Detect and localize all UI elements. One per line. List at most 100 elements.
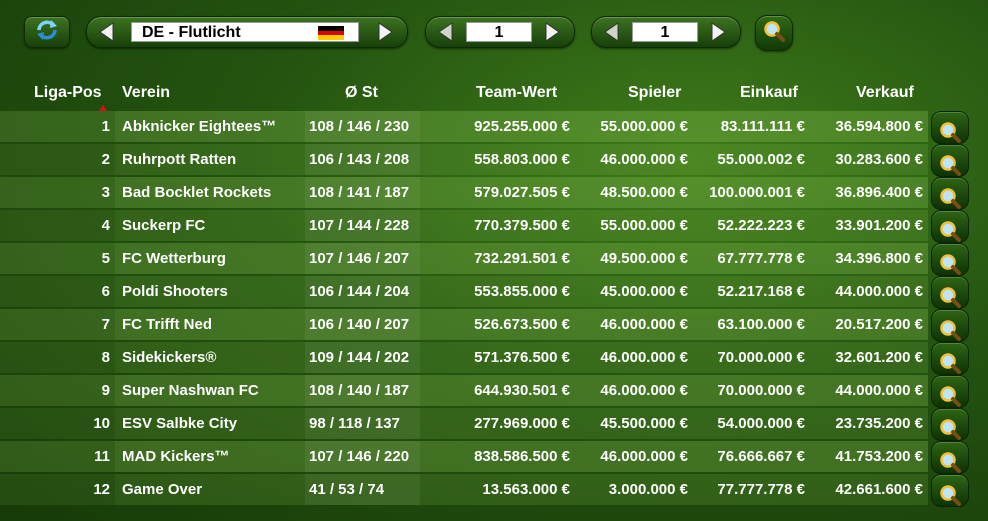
refresh-button[interactable]: [24, 16, 70, 48]
table-row[interactable]: 11 MAD Kickers™ 107 / 146 / 220 838.586.500…: [0, 440, 988, 474]
header-verein[interactable]: Verein: [122, 84, 171, 101]
row-sell: 41.753.200 €: [835, 448, 923, 465]
row-club[interactable]: Game Over: [122, 481, 203, 498]
header-spieler[interactable]: Spieler: [628, 84, 682, 101]
league-next-button[interactable]: [373, 20, 397, 44]
search-button[interactable]: [755, 15, 793, 51]
table-row[interactable]: 10 ESV Salbke City 98 / 118 / 137 277.969.0…: [0, 407, 988, 441]
row-pos-cell: [0, 408, 115, 439]
row-club[interactable]: Poldi Shooters: [122, 283, 228, 300]
header-team-wert[interactable]: Team-Wert: [476, 84, 558, 101]
row-st-cell: 41 / 53 / 74: [305, 474, 420, 505]
row-search-button[interactable]: [931, 309, 969, 342]
row-pos-cell: [0, 210, 115, 241]
spinner-a-next-button[interactable]: [540, 20, 564, 44]
table-row[interactable]: 6 Poldi Shooters 106 / 144 / 204 553.855.00…: [0, 275, 988, 309]
row-search-button[interactable]: [931, 243, 969, 276]
row-st: 106 / 143 / 208: [309, 151, 410, 168]
row-st-cell: 107 / 144 / 228: [305, 210, 420, 241]
row-search-button[interactable]: [931, 111, 969, 144]
header-liga-pos[interactable]: Liga-Pos: [34, 84, 102, 101]
league-name-field[interactable]: DE - Flutlicht: [131, 22, 359, 42]
row-players: 46.000.000 €: [600, 448, 688, 465]
table-row[interactable]: 7 FC Trifft Ned 106 / 140 / 207 526.673.500…: [0, 308, 988, 342]
row-club[interactable]: Suckerp FC: [122, 217, 206, 234]
row-st-cell: 108 / 141 / 187: [305, 177, 420, 208]
row-background: [115, 441, 928, 472]
row-pos-cell: [0, 474, 115, 505]
row-position: 6: [101, 283, 110, 300]
spinner-b-field[interactable]: 1: [632, 22, 698, 42]
magnifier-icon: [938, 153, 962, 177]
row-search-button[interactable]: [931, 144, 969, 177]
header-einkauf[interactable]: Einkauf: [740, 84, 798, 101]
magnifier-icon: [938, 384, 962, 408]
spinner-b-next-button[interactable]: [706, 20, 730, 44]
row-st-cell: 109 / 144 / 202: [305, 342, 420, 373]
row-players: 46.000.000 €: [600, 151, 688, 168]
row-club[interactable]: Sidekickers®: [122, 349, 217, 366]
row-background: [115, 177, 928, 208]
row-search-button[interactable]: [931, 408, 969, 441]
row-buy: 63.100.000 €: [717, 316, 805, 333]
row-background: [115, 309, 928, 340]
row-background: [115, 342, 928, 373]
row-buy: 77.777.778 €: [717, 481, 805, 498]
row-st-cell: 107 / 146 / 220: [305, 441, 420, 472]
row-club[interactable]: ESV Salbke City: [122, 415, 238, 432]
table-row[interactable]: 2 Ruhrpott Ratten 106 / 143 / 208 558.803.0…: [0, 143, 988, 177]
row-position: 2: [101, 151, 110, 168]
row-pos-cell: [0, 243, 115, 274]
row-club[interactable]: MAD Kickers™: [122, 448, 230, 465]
magnifier-icon: [938, 219, 962, 243]
row-team-value: 526.673.500 €: [474, 316, 570, 333]
spinner-a-field[interactable]: 1: [466, 22, 532, 42]
header-st[interactable]: Ø St: [345, 84, 378, 101]
spinner-a-value: 1: [494, 24, 504, 41]
spinner-a-prev-button[interactable]: [434, 20, 458, 44]
row-sell: 34.396.800 €: [835, 250, 923, 267]
row-club[interactable]: Abknicker Eightees™: [122, 118, 277, 135]
arrow-left-icon: [604, 22, 619, 42]
arrow-right-icon: [711, 22, 726, 42]
arrow-right-icon: [545, 22, 560, 42]
magnifier-icon: [938, 483, 962, 507]
header-verkauf[interactable]: Verkauf: [856, 84, 914, 101]
arrow-left-icon: [99, 22, 114, 42]
row-pos-cell: [0, 177, 115, 208]
row-search-button[interactable]: [931, 342, 969, 375]
table-row[interactable]: 8 Sidekickers® 109 / 144 / 202 571.376.500 …: [0, 341, 988, 375]
table-row[interactable]: 1 Abknicker Eightees™ 108 / 146 / 230 925.2…: [0, 110, 988, 144]
magnifier-icon: [938, 450, 962, 474]
table-row[interactable]: 9 Super Nashwan FC 108 / 140 / 187 644.930.…: [0, 374, 988, 408]
row-st: 108 / 140 / 187: [309, 382, 410, 399]
row-club[interactable]: FC Trifft Ned: [122, 316, 212, 333]
row-search-button[interactable]: [931, 276, 969, 309]
row-st: 106 / 140 / 207: [309, 316, 410, 333]
row-buy: 76.666.667 €: [717, 448, 805, 465]
row-team-value: 277.969.000 €: [474, 415, 570, 432]
row-club[interactable]: Ruhrpott Ratten: [122, 151, 237, 168]
row-sell: 44.000.000 €: [835, 382, 923, 399]
table-row[interactable]: 4 Suckerp FC 107 / 144 / 228 770.379.500 € 5…: [0, 209, 988, 243]
row-background: [115, 375, 928, 406]
row-pos-cell: [0, 111, 115, 142]
league-prev-button[interactable]: [95, 20, 119, 44]
table-row[interactable]: 3 Bad Bocklet Rockets 108 / 141 / 187 579.0…: [0, 176, 988, 210]
row-club[interactable]: Bad Bocklet Rockets: [122, 184, 272, 201]
table-row[interactable]: 5 FC Wetterburg 107 / 146 / 207 732.291.501…: [0, 242, 988, 276]
row-search-button[interactable]: [931, 177, 969, 210]
spinner-b-value: 1: [660, 24, 670, 41]
row-team-value: 13.563.000 €: [482, 481, 570, 498]
spinner-b-prev-button[interactable]: [600, 20, 624, 44]
table-row[interactable]: 12 Game Over 41 / 53 / 74 13.563.000 € 3.000…: [0, 473, 988, 507]
row-st: 41 / 53 / 74: [309, 481, 385, 498]
row-club[interactable]: FC Wetterburg: [122, 250, 226, 267]
row-search-button[interactable]: [931, 441, 969, 474]
row-search-button[interactable]: [931, 210, 969, 243]
row-club[interactable]: Super Nashwan FC: [122, 382, 259, 399]
row-search-button[interactable]: [931, 474, 969, 507]
row-buy: 100.000.001 €: [709, 184, 805, 201]
row-search-button[interactable]: [931, 375, 969, 408]
row-position: 7: [101, 316, 110, 333]
